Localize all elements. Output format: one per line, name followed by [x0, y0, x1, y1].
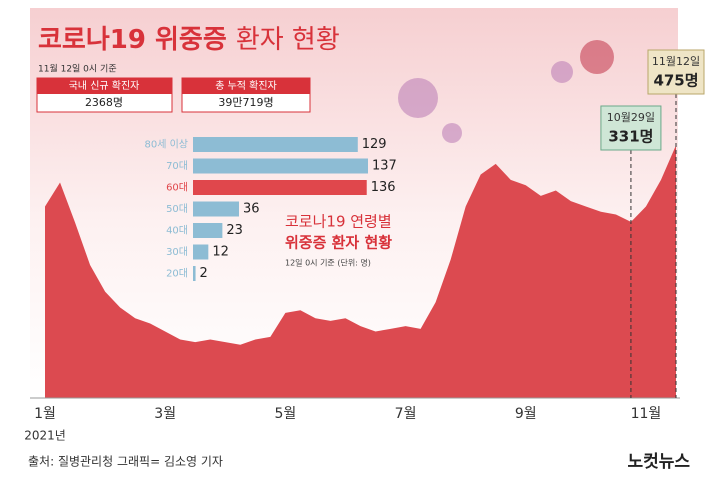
bar-category: 80세 이상	[144, 139, 188, 151]
bar	[193, 180, 367, 195]
box-head	[182, 78, 310, 94]
bar-category: 40대	[166, 225, 188, 237]
stat-box: 총 누적 확진자 39만719명	[181, 77, 311, 113]
point-date: 10월29일	[607, 110, 655, 124]
bar-value: 36	[243, 202, 260, 217]
bar-value: 137	[372, 159, 397, 174]
stat-value: 2368명	[85, 96, 123, 109]
bar-category: 30대	[166, 246, 188, 258]
bar-chart-title: 위중증 환자 현황	[285, 234, 392, 252]
bar-category: 70대	[166, 160, 188, 172]
value-label: 331명	[608, 128, 653, 146]
x-tick-label: 3월	[154, 406, 176, 422]
title-main: 코로나19 위중증	[38, 25, 227, 55]
stat-value: 39만719명	[218, 96, 273, 109]
year-label: 2021년	[24, 429, 66, 443]
x-tick-label: 11월	[631, 406, 662, 422]
bar	[193, 137, 358, 152]
bar-chart-title: 코로나19 연령별	[285, 213, 392, 231]
bar-category: 60대	[166, 182, 188, 194]
area	[45, 145, 676, 398]
bar-value: 129	[362, 137, 387, 152]
title: 코로나19 위중증 환자 현황	[38, 25, 340, 55]
point-date: 11월12일	[652, 54, 700, 68]
bar-value: 23	[226, 223, 243, 238]
bar	[193, 223, 223, 238]
bar	[193, 158, 368, 174]
label-box	[647, 49, 705, 95]
x-tick-label: 7월	[395, 406, 417, 422]
x-tick-label: 1월	[34, 406, 56, 422]
date-note: 11월 12일 0시 기준	[38, 63, 117, 75]
x-tick-label: 9월	[515, 406, 537, 422]
logo: 노컷뉴스	[627, 452, 690, 472]
source: 출처: 질병관리청 그래픽= 김소영 기자	[28, 455, 223, 469]
bar-category: 50대	[166, 203, 188, 215]
stat-label: 국내 신규 확진자	[69, 80, 140, 92]
bar-chart-note: 12일 0시 기준 (단위: 명)	[285, 258, 371, 268]
bar	[193, 201, 239, 217]
label-box	[600, 105, 662, 151]
box-head	[37, 78, 172, 94]
stat-label: 총 누적 확진자	[215, 80, 277, 92]
bar-value: 2	[200, 266, 208, 281]
bar-category: 20대	[166, 268, 188, 280]
stat-box: 국내 신규 확진자 2368명	[36, 77, 173, 113]
x-tick-label: 5월	[274, 406, 296, 422]
bar-value: 136	[371, 180, 396, 195]
title-sub: 환자 현황	[236, 25, 340, 55]
bar	[193, 244, 209, 260]
value-label: 475명	[653, 72, 698, 90]
bar-value: 12	[212, 245, 229, 260]
bar	[193, 266, 196, 281]
